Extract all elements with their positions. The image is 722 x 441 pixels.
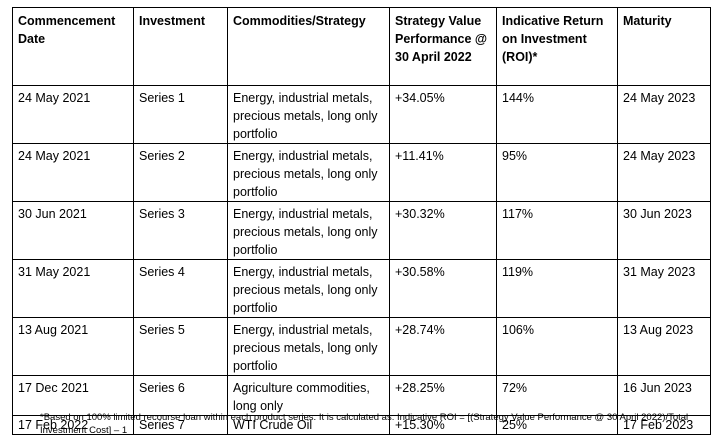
- cell-investment: Series 2: [133, 143, 228, 202]
- cell-investment: Series 5: [133, 317, 228, 376]
- cell-maturity: 31 May 2023: [617, 259, 711, 318]
- cell-roi: 106%: [496, 317, 618, 376]
- investment-table: Commencement Date Investment Commodities…: [12, 7, 711, 435]
- cell-commodities-strategy: Energy, industrial metals, precious meta…: [227, 201, 390, 260]
- cell-commodities-strategy: Energy, industrial metals, precious meta…: [227, 317, 390, 376]
- cell-performance: +28.74%: [389, 317, 497, 376]
- cell-roi: 25%: [496, 415, 618, 435]
- header-indicative-roi: Indicative Return on Investment (ROI)*: [496, 7, 618, 86]
- cell-maturity: 13 Aug 2023: [617, 317, 711, 376]
- table-row: 24 May 2021 Series 2 Energy, industrial me…: [12, 143, 711, 202]
- cell-commencement-date: 31 May 2021: [12, 259, 134, 318]
- cell-commodities-strategy: Energy, industrial metals, precious meta…: [227, 85, 390, 144]
- cell-commodities-strategy: Energy, industrial metals, precious meta…: [227, 259, 390, 318]
- cell-commodities-strategy: WTI Crude Oil: [227, 415, 390, 435]
- cell-roi: 144%: [496, 85, 618, 144]
- cell-performance: +30.58%: [389, 259, 497, 318]
- investment-table-container: Commencement Date Investment Commodities…: [12, 7, 711, 435]
- cell-maturity: 17 Feb 2023: [617, 415, 711, 435]
- footnote: *Based on 100% limited recourse loan wit…: [40, 412, 689, 436]
- cell-performance: +30.32%: [389, 201, 497, 260]
- cell-commencement-date: 30 Jun 2021: [12, 201, 134, 260]
- cell-maturity: 24 May 2023: [617, 143, 711, 202]
- cell-roi: 117%: [496, 201, 618, 260]
- cell-performance: +15.30%: [389, 415, 497, 435]
- cell-commencement-date: 24 May 2021: [12, 143, 134, 202]
- header-strategy-value-performance: Strategy Value Performance @ 30 April 20…: [389, 7, 497, 86]
- cell-performance: +11.41%: [389, 143, 497, 202]
- header-maturity: Maturity: [617, 7, 711, 86]
- cell-maturity: 24 May 2023: [617, 85, 711, 144]
- table-row: 24 May 2021 Series 1 Energy, industrial me…: [12, 85, 711, 144]
- cell-investment: Series 3: [133, 201, 228, 260]
- cell-commodities-strategy: Energy, industrial metals, precious meta…: [227, 143, 390, 202]
- cell-maturity: 16 Jun 2023: [617, 375, 711, 416]
- cell-commencement-date: 17 Dec 2021: [12, 375, 134, 416]
- header-row: Commencement Date Investment Commodities…: [12, 7, 711, 86]
- table-row: 13 Aug 2021 Series 5 Energy, industrial me…: [12, 317, 711, 376]
- header-investment: Investment: [133, 7, 228, 86]
- cell-roi: 72%: [496, 375, 618, 416]
- header-commencement-date: Commencement Date: [12, 7, 134, 86]
- table-body: 24 May 2021 Series 1 Energy, industrial me…: [12, 85, 711, 435]
- cell-roi: 95%: [496, 143, 618, 202]
- cell-investment: Series 4: [133, 259, 228, 318]
- table-row: 17 Feb 2022 Series 7 WTI Crude Oil +15.30% 2…: [12, 415, 711, 435]
- cell-performance: +28.25%: [389, 375, 497, 416]
- cell-investment: Series 1: [133, 85, 228, 144]
- cell-commodities-strategy: Agriculture commodities, long only: [227, 375, 390, 416]
- cell-commencement-date: 24 May 2021: [12, 85, 134, 144]
- table-row: 17 Dec 2021 Series 6 Agriculture commoditi…: [12, 375, 711, 416]
- cell-commencement-date: 13 Aug 2021: [12, 317, 134, 376]
- cell-investment: Series 6: [133, 375, 228, 416]
- cell-commencement-date: 17 Feb 2022: [12, 415, 134, 435]
- cell-performance: +34.05%: [389, 85, 497, 144]
- header-commodities-strategy: Commodities/Strategy: [227, 7, 390, 86]
- cell-roi: 119%: [496, 259, 618, 318]
- table-row: 31 May 2021 Series 4 Energy, industrial me…: [12, 259, 711, 318]
- table-row: 30 Jun 2021 Series 3 Energy, industrial me…: [12, 201, 711, 260]
- cell-maturity: 30 Jun 2023: [617, 201, 711, 260]
